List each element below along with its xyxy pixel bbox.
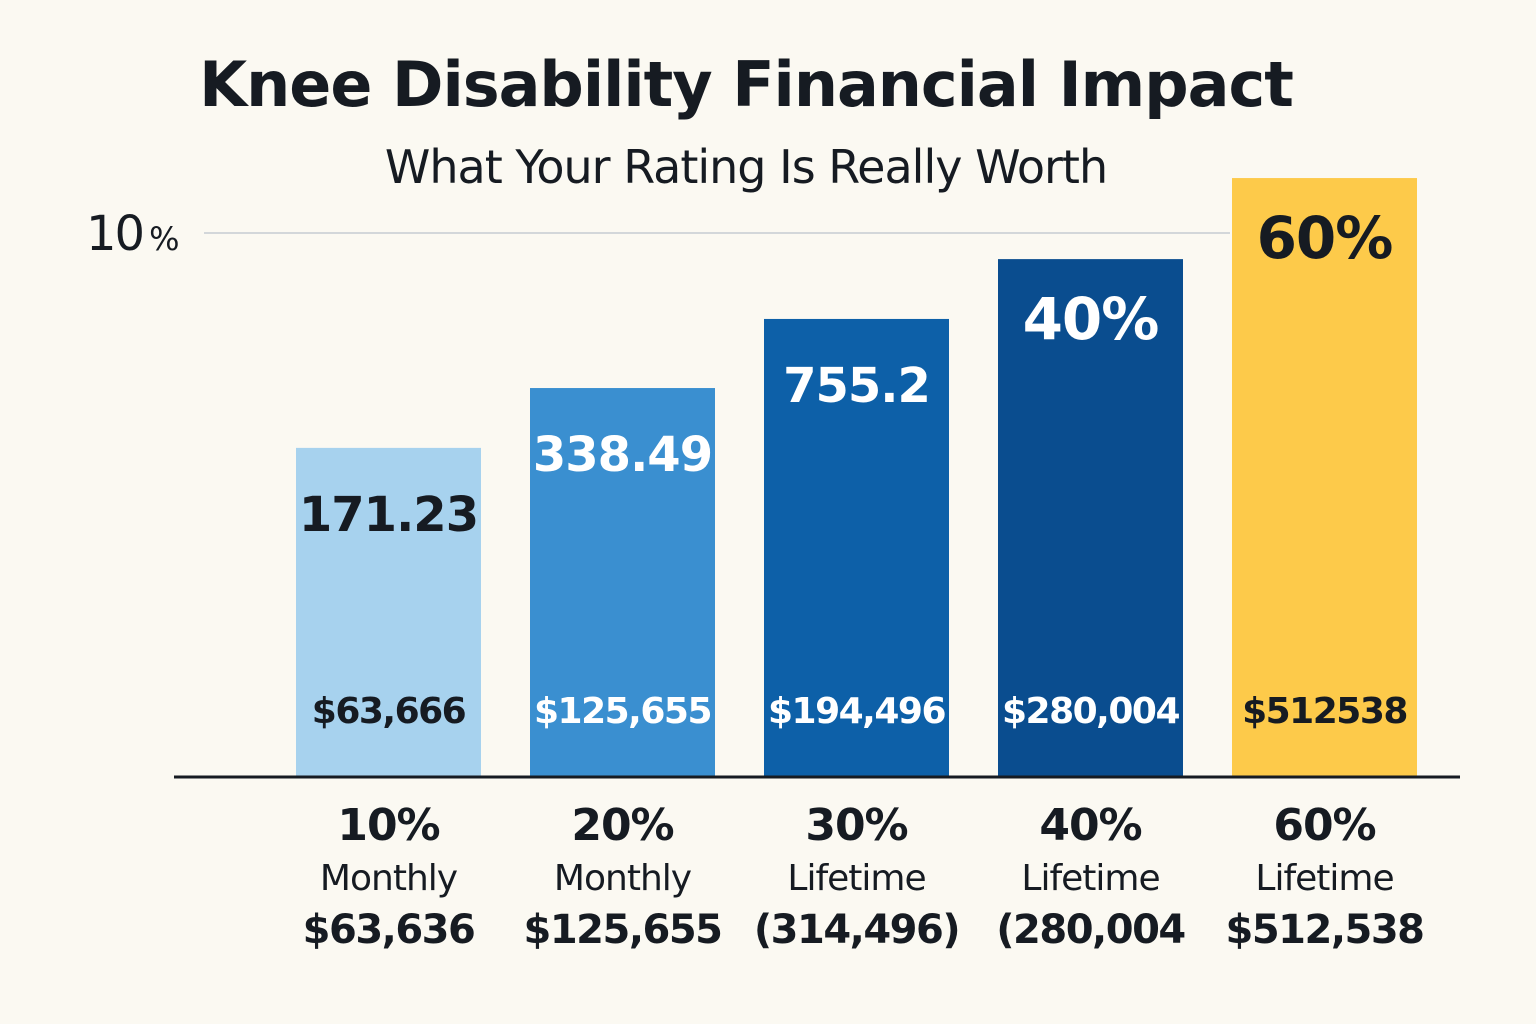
x-tick-label: 20% [571,800,673,851]
y-tick-label: 10% [86,206,180,262]
bar-bottom-label: $512538 [1242,691,1407,732]
bar-top-label: 755.2 [783,358,930,414]
x-amount-label: $63,636 [303,907,475,953]
bar-bottom-label: $280,004 [1002,691,1179,732]
bar-top-label: 60% [1257,204,1393,272]
chart-title: Knee Disability Financial Impact [199,48,1294,121]
bar-bottom-label: $194,496 [768,691,945,732]
bar [998,259,1183,777]
x-sublabel: Lifetime [1021,858,1159,899]
bar [530,388,715,777]
x-amount-label: $125,655 [523,907,721,953]
x-tick-label: 60% [1273,800,1375,851]
x-tick-label: 10% [337,800,439,851]
x-sublabel: Monthly [554,858,692,899]
x-amount-label: $512,538 [1225,907,1423,953]
bar-bottom-label: $63,666 [312,691,466,732]
bar-top-label: 40% [1023,285,1159,353]
bar-top-label: 338.49 [533,427,712,483]
x-tick-label: 40% [1039,800,1141,851]
bar-bottom-label: $125,655 [534,691,711,732]
chart-subtitle: What Your Rating Is Really Worth [384,140,1108,194]
bar [1232,178,1417,777]
bar [764,318,949,777]
x-sublabel: Monthly [320,858,458,899]
x-tick-label: 30% [805,800,907,851]
x-sublabel: Lifetime [1255,858,1393,899]
bar [296,447,481,777]
x-amount-label: (280,004 [996,907,1184,953]
x-sublabel: Lifetime [787,858,925,899]
bar-top-label: 171.23 [299,487,478,543]
x-amount-label: (314,496) [754,907,959,953]
